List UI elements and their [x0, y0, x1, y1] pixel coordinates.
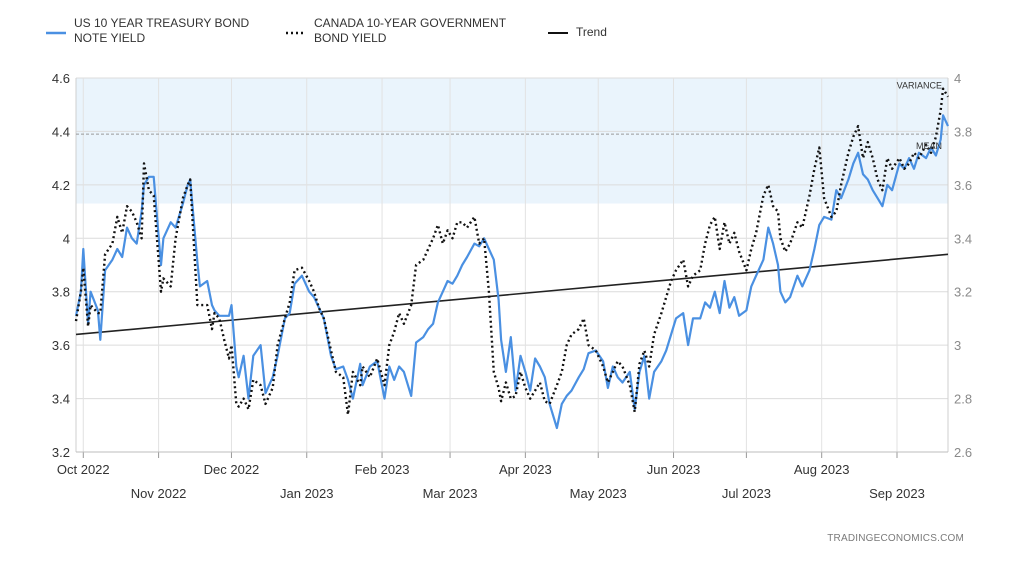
annotation-mean: MEAN: [916, 141, 942, 151]
trend-line: [75, 253, 949, 336]
x-tick-label: Jun 2023: [647, 462, 701, 477]
x-tick-label: Mar 2023: [423, 486, 478, 501]
y-right-tick-label: 3.8: [954, 124, 972, 139]
y-left-tick-label: 4.6: [52, 71, 70, 86]
y-left-tick-label: 3.4: [52, 392, 70, 407]
x-tick-label: Oct 2022: [57, 462, 110, 477]
y-right-tick-label: 3.4: [954, 231, 972, 246]
y-left-tick-label: 3.2: [52, 445, 70, 460]
legend-label-us-line2: NOTE YIELD: [74, 31, 145, 45]
y-left-tick-label: 4: [63, 231, 70, 246]
y-left-tick-label: 3.8: [52, 285, 70, 300]
x-tick-label: Apr 2023: [499, 462, 552, 477]
series-line-canada-10y: [74, 87, 950, 416]
x-tick-label: Feb 2023: [355, 462, 410, 477]
x-tick-label: Nov 2022: [131, 486, 187, 501]
y-right-tick-label: 3.6: [954, 178, 972, 193]
variance-band: [76, 78, 948, 204]
y-right-tick-label: 2.8: [954, 392, 972, 407]
legend-label-canada-line1: CANADA 10-YEAR GOVERNMENT: [314, 16, 507, 30]
y-right-tick-label: 3: [954, 338, 961, 353]
series-line-us-10y: [74, 114, 950, 430]
legend-label-trend: Trend: [576, 25, 607, 39]
x-tick-label: Jan 2023: [280, 486, 334, 501]
y-left-tick-label: 4.2: [52, 178, 70, 193]
legend-label-us-line1: US 10 YEAR TREASURY BOND: [74, 16, 250, 30]
y-right-tick-label: 4: [954, 71, 961, 86]
source-label: TRADINGECONOMICS.COM: [827, 533, 964, 544]
x-tick-label: Dec 2022: [204, 462, 260, 477]
y-left-tick-label: 3.6: [52, 338, 70, 353]
legend-label-canada-line2: BOND YIELD: [314, 31, 387, 45]
plot-area: 4.6 4 4.4 3.8 4.2 3.6 4 3.4 3.8 3.2 3.6 3 3.4 2.8 3.2 2…: [52, 71, 972, 501]
annotation-variance: VARIANCE: [897, 81, 942, 91]
y-right-tick-label: 2.6: [954, 445, 972, 460]
y-right-tick-label: 3.2: [954, 285, 972, 300]
y-left-tick-label: 4.4: [52, 124, 70, 139]
x-tick-label: Aug 2023: [794, 462, 850, 477]
legend: US 10 YEAR TREASURY BOND NOTE YIELD CANA…: [46, 16, 607, 45]
x-tick-label: Sep 2023: [869, 486, 925, 501]
x-tick-label: Jul 2023: [722, 486, 771, 501]
x-tick-label: May 2023: [570, 486, 627, 501]
